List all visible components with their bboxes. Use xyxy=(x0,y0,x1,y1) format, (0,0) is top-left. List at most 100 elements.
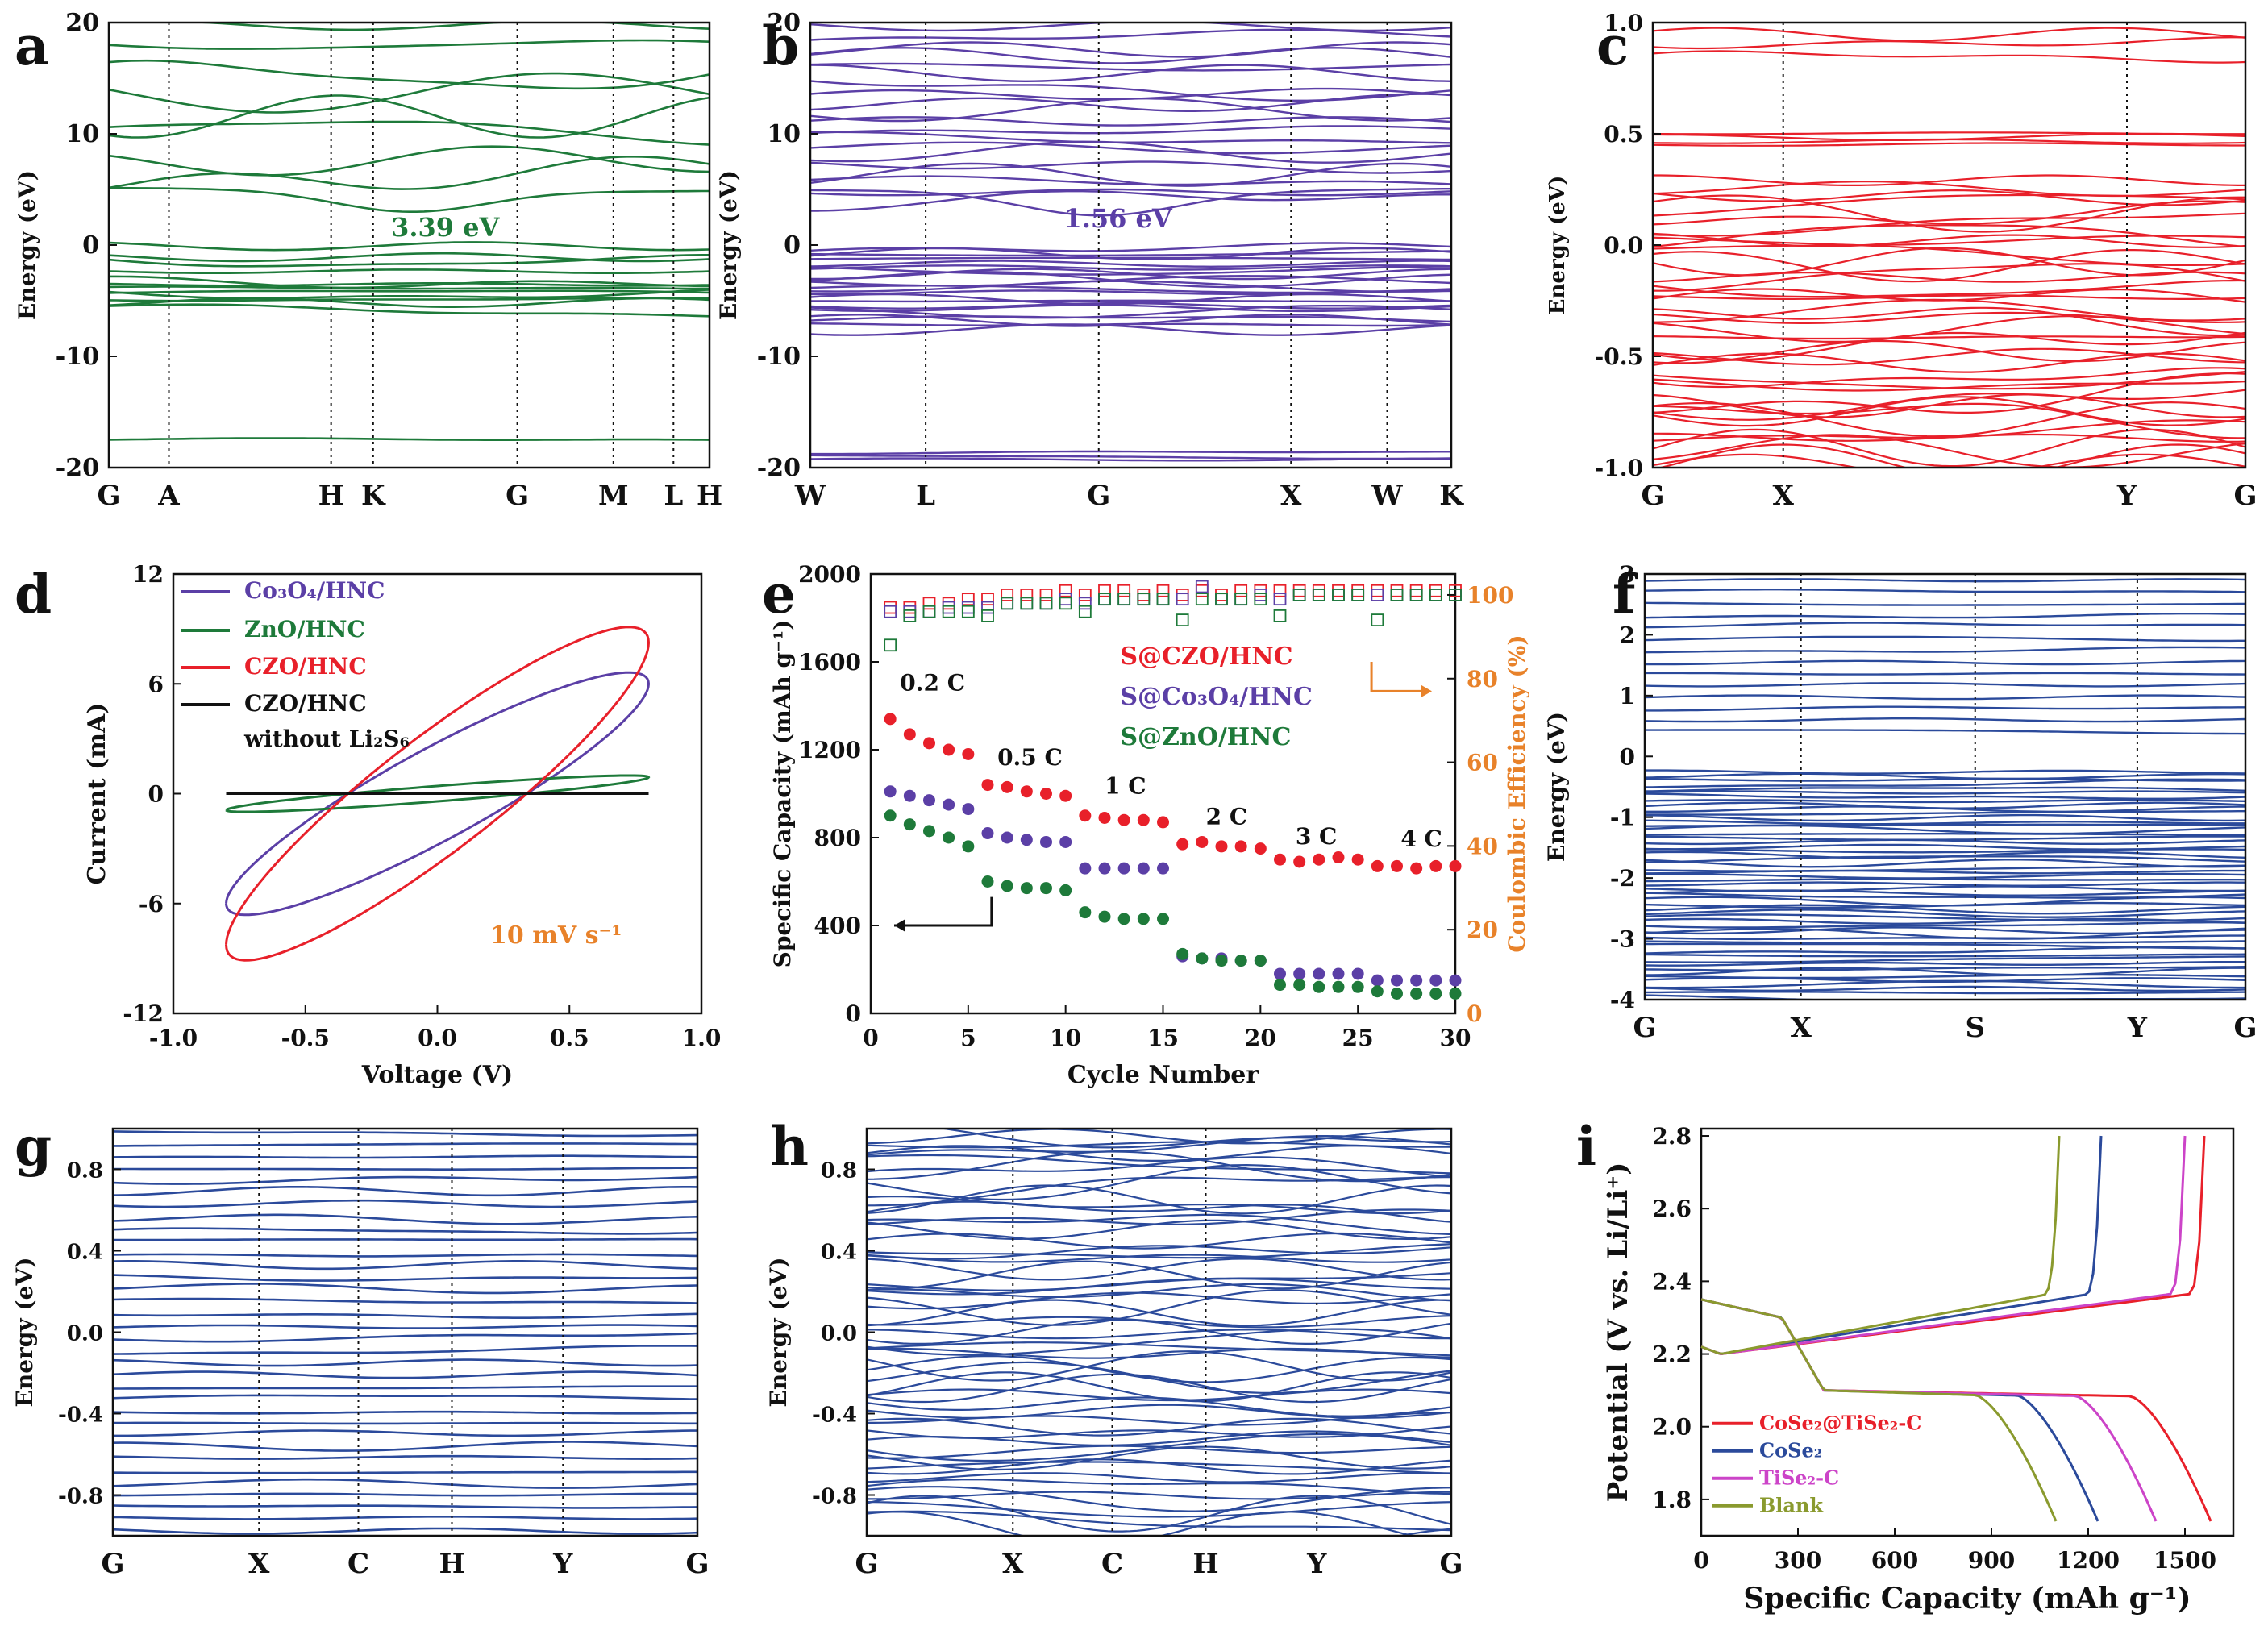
capacity-point xyxy=(1351,853,1364,866)
legend-label: S@CZO/HNC xyxy=(1120,643,1292,671)
band-line xyxy=(1645,799,2245,804)
y-tick-label: 2.6 xyxy=(1652,1196,1692,1222)
capacity-point xyxy=(1313,980,1325,993)
ce-point xyxy=(903,601,917,614)
band-line xyxy=(810,323,1451,336)
band-line xyxy=(867,1458,1451,1475)
band-line xyxy=(1645,792,2245,800)
band-line xyxy=(810,64,1451,83)
ce-point xyxy=(1332,589,1345,601)
ce-point xyxy=(1117,593,1131,606)
ce-point xyxy=(1409,589,1423,601)
kpoint-label: Y xyxy=(2116,480,2137,512)
capacity-point xyxy=(1391,987,1403,1000)
band-line xyxy=(1645,772,2245,780)
band-line xyxy=(867,1404,1451,1419)
capacity-point xyxy=(1429,974,1442,987)
capacity-point xyxy=(1371,985,1384,998)
band-line xyxy=(810,265,1451,276)
x-axis-label: Specific Capacity (mAh g⁻¹) xyxy=(1743,1582,2191,1616)
y-tick-label: 2.2 xyxy=(1652,1341,1692,1368)
ce-point xyxy=(1351,589,1365,601)
band-line xyxy=(1645,851,2245,859)
capacity-point xyxy=(1332,980,1345,993)
band-line xyxy=(113,1332,697,1343)
ce-point xyxy=(1059,584,1072,597)
capacity-point xyxy=(1001,831,1013,844)
ce-point xyxy=(981,601,994,614)
band-line xyxy=(867,1195,1451,1215)
band-line xyxy=(1645,823,2245,827)
ce-point xyxy=(1371,589,1384,601)
y-tick-label: 3 xyxy=(1620,561,1635,588)
kpoint-label: C xyxy=(1101,1548,1123,1580)
band-line xyxy=(1653,428,2245,468)
band-line xyxy=(109,303,710,318)
gap-annotation: 3.39 eV xyxy=(391,212,500,243)
band-line xyxy=(1653,371,2245,390)
capacity-point xyxy=(1176,947,1189,960)
ce-point xyxy=(1078,589,1092,601)
ce-point xyxy=(1234,593,1248,606)
capacity-point xyxy=(1293,855,1306,868)
capacity-point xyxy=(1371,859,1384,872)
capacity-point xyxy=(1079,906,1092,919)
y-tick-label: 2.4 xyxy=(1652,1268,1692,1295)
band-line xyxy=(1645,694,2245,701)
capacity-point xyxy=(1429,987,1442,1000)
band-line xyxy=(109,437,710,441)
capacity-point xyxy=(1293,979,1306,992)
panel-d-chart: -1.0 -0.5 0.0 0.5 1.0 12 6 0 -6 -12 Voltage (V) Cur… xyxy=(83,561,721,1089)
x-tick-label: 10 xyxy=(1050,1025,1081,1051)
capacity-point xyxy=(943,743,955,756)
band-line xyxy=(867,1495,1451,1533)
ce-point xyxy=(1039,597,1053,610)
y-tick-label: 1600 xyxy=(798,649,861,676)
ce-point xyxy=(1351,589,1365,601)
band-line xyxy=(1645,813,2245,822)
capacity-point xyxy=(1332,851,1345,864)
band-line xyxy=(1653,288,2245,303)
y-tick-label: -3 xyxy=(1610,926,1635,953)
band-line xyxy=(1645,790,2245,795)
rate-label: 0.5 C xyxy=(997,744,1063,771)
x-tick-label: 900 xyxy=(1968,1547,2015,1574)
band-line xyxy=(867,1491,1451,1500)
ce-point xyxy=(1292,584,1306,597)
band-line xyxy=(810,299,1451,303)
band-line xyxy=(1645,926,2245,935)
capacity-point xyxy=(884,785,897,798)
capacity-point xyxy=(1254,955,1267,967)
panel-i-chart: 0 300 600 900 1200 1500 2.8 2.6 2.4 2.2 2.0 1.8 Spec… xyxy=(1602,1123,2235,1616)
scan-rate-annotation: 10 mV s⁻¹ xyxy=(490,921,622,950)
capacity-point xyxy=(1059,789,1072,802)
x-tick-label: 300 xyxy=(1775,1547,1821,1574)
ce-point xyxy=(942,597,955,610)
band-line xyxy=(867,1511,1417,1536)
band-line xyxy=(810,160,1451,174)
band-line xyxy=(109,275,710,289)
ce-point xyxy=(922,597,936,610)
band-line xyxy=(867,1417,1451,1437)
y-tick-label: -6 xyxy=(139,891,164,917)
capacity-point xyxy=(1391,974,1403,987)
kpoint-label: G xyxy=(855,1548,878,1580)
ce-point xyxy=(1312,589,1325,601)
band-line xyxy=(1645,973,2245,979)
band-line xyxy=(810,87,1451,101)
band-line xyxy=(113,1260,697,1271)
y-tick-label: -0.8 xyxy=(58,1485,103,1509)
capacity-point xyxy=(903,728,916,741)
band-line xyxy=(109,156,710,190)
kpoint-label: H xyxy=(1192,1548,1218,1580)
band-line xyxy=(867,1472,1451,1483)
band-line xyxy=(113,1142,697,1147)
capacity-point xyxy=(962,747,975,760)
y2-tick-label: 20 xyxy=(1467,917,1498,943)
band-line xyxy=(113,1237,697,1241)
band-line xyxy=(1653,347,2245,366)
band-line xyxy=(109,72,710,114)
band-line xyxy=(1645,940,2245,944)
